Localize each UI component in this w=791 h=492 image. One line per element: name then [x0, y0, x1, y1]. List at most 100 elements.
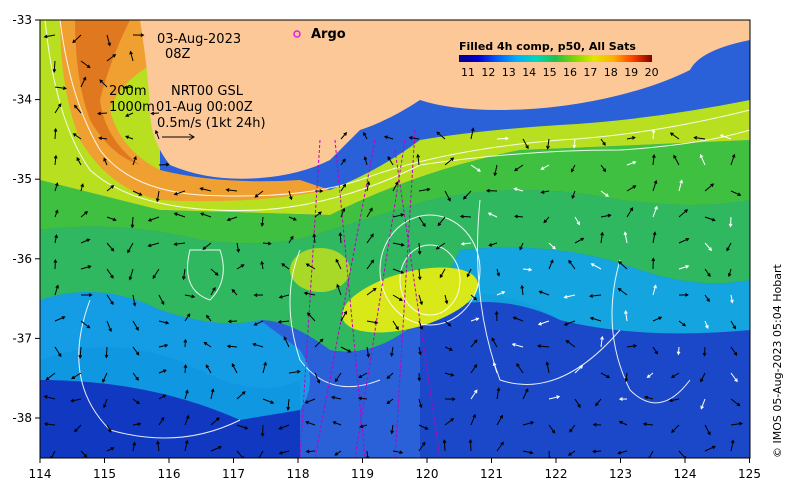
current-vector — [106, 447, 115, 452]
current-vector — [727, 268, 732, 278]
credit-label: © IMOS 05-Aug-2023 05:04 Hobart — [771, 264, 784, 458]
current-vector — [278, 450, 290, 455]
current-vector — [366, 346, 371, 358]
current-vector — [652, 231, 657, 244]
current-vector — [642, 422, 654, 427]
current-vector — [127, 242, 134, 254]
current-vector — [390, 424, 394, 435]
current-vector — [704, 183, 715, 192]
current-vector — [574, 365, 584, 374]
argo-label: Argo — [311, 27, 346, 42]
current-vector — [184, 414, 190, 426]
current-vector — [540, 190, 550, 194]
current-vector — [184, 389, 189, 400]
current-vector — [626, 160, 637, 166]
current-vector — [392, 320, 399, 331]
current-vector — [730, 372, 738, 383]
current-vector — [335, 258, 342, 270]
current-vector — [571, 190, 576, 200]
x-tick-label: 121 — [480, 467, 503, 481]
current-vector — [97, 111, 108, 116]
current-vector — [359, 424, 368, 429]
current-vector — [54, 86, 67, 90]
source-label-1: NRT00 GSL — [171, 84, 244, 99]
current-vector — [106, 242, 115, 252]
current-vector — [262, 241, 272, 246]
current-vector — [80, 320, 91, 329]
current-vector — [132, 190, 143, 196]
current-vector — [184, 294, 196, 299]
current-vector — [652, 153, 656, 166]
current-vector — [158, 343, 169, 348]
current-vector — [225, 188, 238, 192]
current-vector — [132, 422, 142, 427]
current-vector — [671, 424, 680, 434]
current-vector — [704, 216, 716, 222]
current-vector — [80, 183, 85, 192]
current-vector — [366, 259, 375, 270]
current-vector — [363, 131, 368, 140]
current-vector — [173, 242, 186, 246]
argo-marker — [293, 30, 301, 38]
current-vector — [286, 398, 291, 411]
current-vector — [54, 284, 59, 296]
current-vector — [304, 398, 316, 404]
current-vector — [150, 111, 160, 116]
current-vector — [203, 341, 212, 348]
current-vector — [462, 190, 472, 200]
current-vector — [470, 127, 475, 140]
current-vector — [210, 286, 216, 296]
current-vector — [184, 313, 191, 322]
current-vector — [43, 422, 56, 426]
current-vector — [548, 395, 561, 400]
current-vector — [487, 212, 498, 218]
current-vector — [513, 164, 524, 172]
current-vector — [435, 242, 446, 250]
current-vector — [43, 395, 56, 400]
current-vector — [392, 450, 404, 455]
current-vector — [231, 288, 238, 296]
current-vector — [589, 316, 602, 322]
current-vector — [158, 294, 165, 306]
current-vector — [80, 265, 92, 270]
colorbar-tick-label: 16 — [563, 66, 577, 79]
current-vector — [125, 112, 134, 117]
colorbar-title: Filled 4h comp, p50, All Sats — [459, 40, 636, 53]
colorbar-tick-label: 15 — [543, 66, 557, 79]
current-vector — [283, 336, 290, 348]
current-vector — [262, 361, 267, 374]
current-vector — [80, 450, 88, 458]
current-vector — [99, 79, 108, 88]
current-vector — [53, 154, 58, 166]
current-vector — [444, 190, 451, 202]
current-vector — [43, 34, 56, 39]
date-label: 03-Aug-2023 — [157, 32, 241, 47]
x-tick-label: 115 — [93, 467, 116, 481]
current-vector — [183, 338, 188, 348]
current-vector — [106, 424, 112, 433]
current-vector — [154, 129, 160, 140]
current-vector — [54, 209, 59, 218]
current-vector — [548, 242, 556, 250]
current-vector — [288, 369, 301, 374]
current-vector — [132, 398, 141, 405]
current-vector — [520, 284, 525, 296]
current-vector — [227, 319, 238, 324]
current-vector — [80, 60, 91, 69]
current-vector — [514, 214, 524, 219]
current-vector — [493, 164, 498, 177]
current-vector — [436, 131, 446, 140]
current-vector — [496, 136, 509, 141]
current-vector — [340, 183, 347, 192]
current-vector — [652, 346, 658, 355]
current-vector — [260, 260, 264, 270]
current-vector — [314, 338, 324, 348]
scale-label: 0.5m/s (1kt 24h) — [157, 116, 266, 131]
current-vector — [466, 268, 472, 278]
current-vector — [459, 214, 472, 219]
current-vector — [574, 398, 581, 409]
current-vector — [277, 319, 290, 324]
current-vector — [678, 179, 683, 192]
current-vector — [704, 268, 711, 277]
current-vector — [152, 268, 160, 279]
